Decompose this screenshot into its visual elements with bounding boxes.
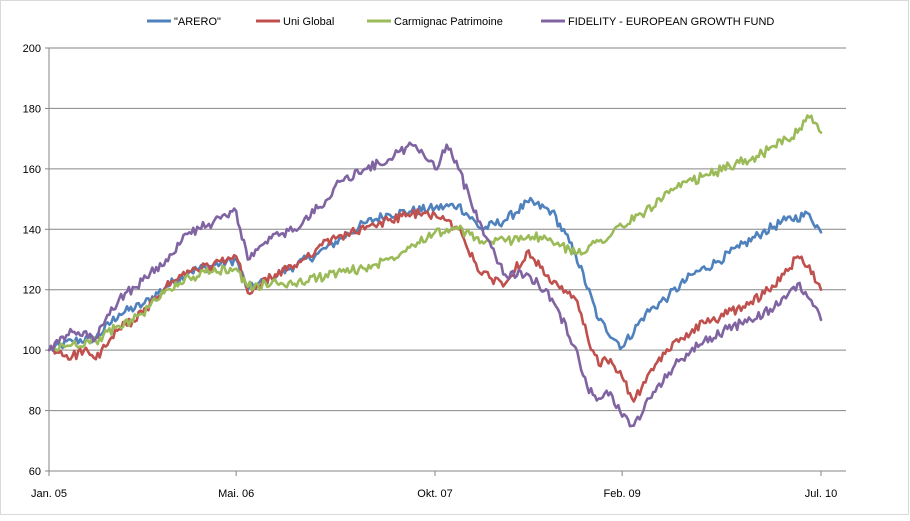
x-tick-label: Feb. 09	[603, 488, 640, 500]
x-tick-label: Jan. 05	[31, 488, 67, 500]
x-tick-label: Mai. 06	[218, 488, 254, 500]
y-tick-label: 120	[23, 285, 41, 297]
y-tick-label: 100	[23, 345, 41, 357]
y-tick-label: 180	[23, 103, 41, 115]
y-axis-ticks: 60 80 100 120 140 160 180 200	[23, 43, 49, 478]
series-line-fidelity-european-growth-fund	[47, 141, 823, 428]
y-tick-label: 160	[23, 164, 41, 176]
series-line-arero	[47, 196, 823, 352]
legend-label-arero: "ARERO"	[174, 16, 221, 28]
y-tick-label: 80	[29, 406, 41, 418]
legend-label-carmignac-patrimoine: Carmignac Patrimoine	[394, 16, 503, 28]
y-tick-label: 60	[29, 466, 41, 478]
series-line-uni-global	[47, 208, 823, 403]
legend-label-uni-global: Uni Global	[283, 16, 334, 28]
x-tick-label: Okt. 07	[417, 488, 452, 500]
axes	[48, 48, 846, 472]
series-lines	[47, 114, 823, 428]
y-tick-label: 200	[23, 43, 41, 55]
x-axis-ticks: Jan. 05 Mai. 06 Okt. 07 Feb. 09 Jul. 10	[31, 471, 837, 500]
series-line-carmignac-patrimoine	[47, 114, 823, 352]
y-tick-label: 140	[23, 224, 41, 236]
x-tick-label: Jul. 10	[805, 488, 837, 500]
gridlines	[49, 47, 846, 412]
legend-label-fidelity-european-growth-fund: FIDELITY - EUROPEAN GROWTH FUND	[568, 16, 774, 28]
legend: "ARERO" Uni Global Carmignac Patrimoine FID…	[147, 16, 774, 28]
